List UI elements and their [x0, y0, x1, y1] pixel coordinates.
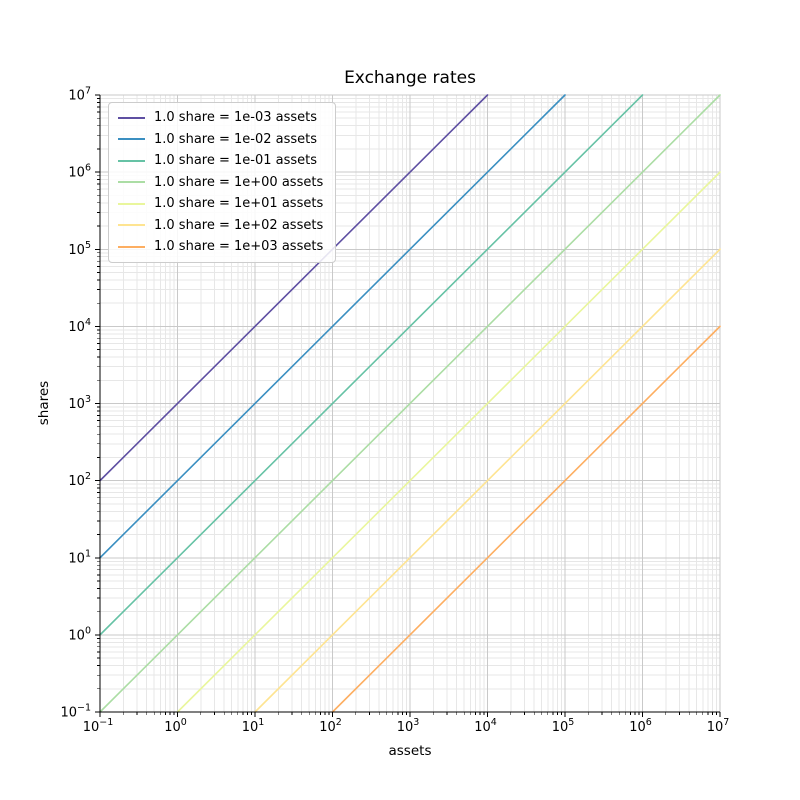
x-tick-label: 105	[552, 717, 575, 735]
legend-label: 1.0 share = 1e-02 assets	[154, 131, 318, 147]
legend-line-swatch	[118, 159, 145, 162]
series-line-6	[331, 325, 721, 713]
y-tick-label: 101	[68, 548, 91, 566]
x-tick-label: 102	[319, 717, 342, 735]
series-line-3	[99, 94, 721, 713]
legend-item: 1.0 share = 1e-02 assets	[118, 129, 323, 151]
legend-item: 1.0 share = 1e+03 assets	[118, 236, 323, 258]
y-tick-label: 10−1	[60, 703, 91, 721]
legend-item: 1.0 share = 1e-01 assets	[118, 150, 323, 172]
x-tick-label: 100	[164, 717, 187, 735]
y-tick-label: 100	[68, 625, 91, 643]
y-tick-label: 106	[68, 163, 91, 181]
y-tick-label: 102	[68, 471, 91, 489]
y-tick-label: 104	[68, 317, 91, 335]
x-axis-label: assets	[388, 743, 432, 759]
legend-item: 1.0 share = 1e+00 assets	[118, 172, 323, 194]
series-group	[99, 94, 721, 713]
legend-line-swatch	[118, 245, 145, 248]
chart-title: Exchange rates	[344, 68, 476, 88]
legend-label: 1.0 share = 1e+03 assets	[154, 239, 324, 255]
y-tick-label: 103	[68, 394, 91, 412]
y-axis-label: shares	[36, 380, 52, 426]
x-tick-label: 107	[707, 717, 730, 735]
y-tick-label: 107	[68, 86, 91, 104]
legend-item: 1.0 share = 1e+01 assets	[118, 193, 323, 215]
legend-line-swatch	[118, 224, 145, 227]
series-line-0	[99, 94, 489, 482]
x-tick-label: 101	[242, 717, 265, 735]
legend-label: 1.0 share = 1e+00 assets	[154, 174, 324, 190]
legend-item: 1.0 share = 1e+02 assets	[118, 215, 323, 237]
legend-line-swatch	[118, 181, 145, 184]
tick-label-group: 10−1 100 101 102 103 104 105 106 107 10−1 100 101 10…	[60, 86, 729, 736]
series-line-2	[99, 94, 644, 636]
x-tick-label: 104	[474, 717, 497, 735]
x-tick-label: 106	[629, 717, 652, 735]
legend-label: 1.0 share = 1e-03 assets	[154, 110, 318, 126]
legend-line-swatch	[118, 138, 145, 141]
legend-item: 1.0 share = 1e-03 assets	[118, 107, 323, 129]
series-line-5	[254, 248, 721, 713]
legend-label: 1.0 share = 1e+02 assets	[154, 217, 324, 233]
x-tick-label: 103	[397, 717, 420, 735]
legend-line-swatch	[118, 116, 145, 119]
series-line-1	[99, 94, 566, 559]
axes-group	[95, 94, 721, 717]
x-tick-label: 10−1	[83, 717, 114, 735]
y-tick-label: 105	[68, 240, 91, 258]
legend-line-swatch	[118, 202, 145, 205]
series-line-4	[176, 171, 721, 713]
legend-label: 1.0 share = 1e+01 assets	[154, 196, 324, 212]
legend: 1.0 share = 1e-03 assets 1.0 share = 1e-…	[108, 102, 337, 263]
legend-label: 1.0 share = 1e-01 assets	[154, 153, 318, 169]
